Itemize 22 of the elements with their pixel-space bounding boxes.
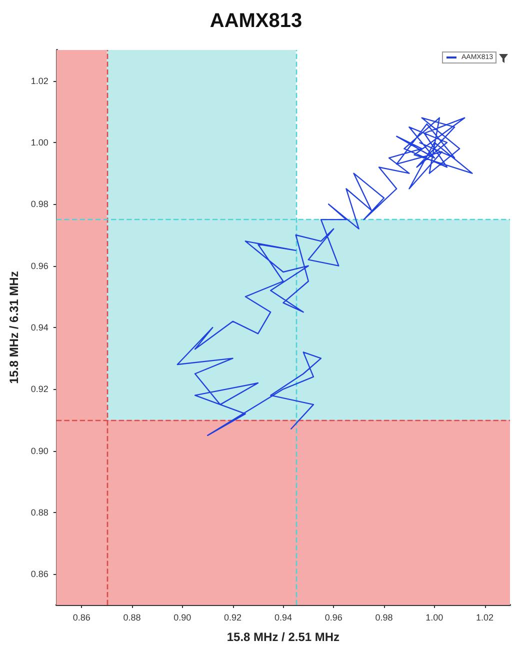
y-axis-title: 15.8 MHz / 6.31 MHz <box>7 271 21 384</box>
x-axis-title: 15.8 MHz / 2.51 MHz <box>226 630 340 644</box>
x-tick-label: 0.98 <box>375 612 393 622</box>
x-tick-label: 0.86 <box>72 612 90 622</box>
x-tick-label: 1.02 <box>476 612 494 622</box>
y-tick-label: 0.88 <box>30 508 48 518</box>
y-tick-label: 0.98 <box>30 199 48 210</box>
y-tick-label: 0.96 <box>30 260 48 271</box>
y-tick-label: 1.02 <box>30 76 48 86</box>
x-tick-label: 0.96 <box>324 612 342 622</box>
chart-title: AAMX813 <box>210 10 302 32</box>
y-tick-label: 0.92 <box>30 384 48 394</box>
x-tick-label: 0.92 <box>224 612 242 622</box>
x-tick-label: 0.88 <box>123 612 141 622</box>
x-tick-label: 0.90 <box>174 612 192 622</box>
y-tick-label: 0.86 <box>30 569 48 580</box>
line-series <box>176 117 473 436</box>
x-tick-label: 1.00 <box>426 612 444 622</box>
y-tick-label: 0.94 <box>30 322 48 332</box>
y-tick-label: 1.00 <box>30 138 48 148</box>
y-tick-label: 0.90 <box>30 446 48 456</box>
x-tick-label: 0.94 <box>274 612 292 622</box>
